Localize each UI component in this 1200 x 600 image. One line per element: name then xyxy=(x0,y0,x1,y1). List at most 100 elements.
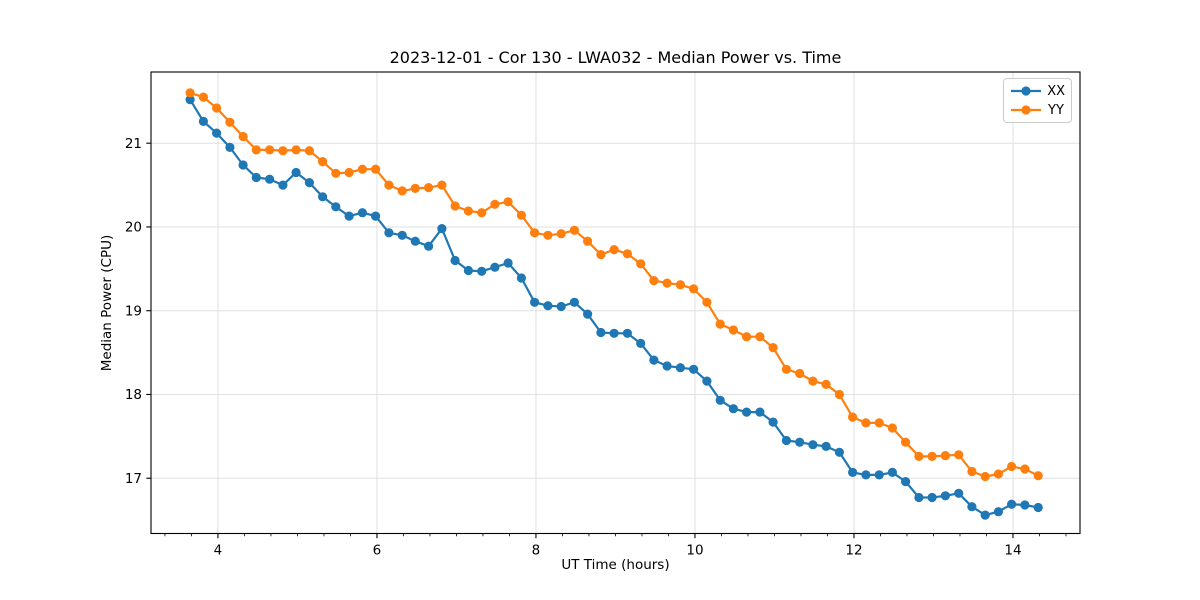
series-xx-marker xyxy=(569,297,580,307)
series-xx-marker xyxy=(702,376,712,386)
series-yy-marker xyxy=(1033,471,1043,481)
series-yy-marker xyxy=(940,451,951,461)
series-xx-marker xyxy=(251,172,261,183)
series-yy-marker xyxy=(477,208,487,218)
series-yy-marker xyxy=(238,131,248,142)
series-yy-marker xyxy=(556,229,566,239)
series-xx-marker xyxy=(490,262,500,272)
series-yy-marker xyxy=(304,146,314,156)
series-xx-marker xyxy=(715,395,725,405)
series-xx-marker xyxy=(331,202,341,212)
series-yy-marker xyxy=(887,423,898,433)
series-yy-marker xyxy=(848,412,858,422)
series-xx-marker xyxy=(583,309,593,319)
series-xx-marker xyxy=(861,470,871,480)
series-xx-marker xyxy=(662,361,672,371)
series-xx-marker xyxy=(424,241,434,251)
series-yy-marker xyxy=(424,183,434,193)
legend-xx-label: XX xyxy=(1047,83,1065,99)
series-xx-marker xyxy=(477,266,487,276)
series-yy-marker xyxy=(384,180,394,190)
series-yy-marker xyxy=(914,451,924,461)
series-xx-marker xyxy=(371,211,381,221)
series-yy-marker xyxy=(927,451,937,461)
series-xx-marker xyxy=(689,364,699,374)
series-xx-marker xyxy=(649,355,659,365)
series-yy-marker xyxy=(1007,461,1017,472)
series-xx-marker xyxy=(821,441,831,451)
series-yy-marker xyxy=(463,206,473,216)
y-axis-label: Median Power (CPU) xyxy=(99,234,115,372)
series-xx-marker xyxy=(212,128,222,138)
series-yy-marker xyxy=(185,88,195,98)
series-yy-marker xyxy=(675,280,686,290)
series-yy-marker xyxy=(530,228,540,238)
series-yy-marker xyxy=(344,167,354,178)
series-xx-marker xyxy=(278,180,288,190)
x-tick-label: 10 xyxy=(686,543,703,559)
series-yy-marker xyxy=(662,278,672,288)
series-xx-marker xyxy=(198,116,208,126)
series-xx-marker xyxy=(980,510,990,520)
series-yy-marker xyxy=(318,157,328,167)
series-xx-marker xyxy=(887,467,898,477)
y-tick-label: 17 xyxy=(125,471,142,487)
series-yy-line xyxy=(189,91,1039,478)
series-xx-marker xyxy=(967,502,977,512)
series-xx-marker xyxy=(463,265,473,276)
series-xx-marker xyxy=(728,404,739,414)
series-yy-marker xyxy=(490,199,500,209)
series-xx-marker xyxy=(848,467,858,477)
series-yy-marker xyxy=(278,146,288,156)
series-xx-marker xyxy=(185,95,195,105)
series-xx-marker xyxy=(397,230,407,240)
series-xx-marker xyxy=(556,301,566,312)
series-xx-marker xyxy=(808,440,818,450)
series-xx-marker xyxy=(954,488,964,498)
series-xx-marker xyxy=(304,178,314,188)
series-yy-marker xyxy=(516,210,527,220)
series-yy-marker xyxy=(821,379,831,389)
x-tick-label: 14 xyxy=(1004,543,1021,559)
series-xx-marker xyxy=(636,338,646,348)
y-tick-label: 21 xyxy=(125,136,142,152)
series-yy-marker xyxy=(755,332,765,342)
legend-yy-line-sample xyxy=(1011,105,1041,115)
series-yy-marker xyxy=(437,180,447,190)
series-yy-marker xyxy=(583,236,593,246)
series-xx-marker xyxy=(384,228,394,238)
series-yy-marker xyxy=(728,325,739,335)
x-tick-label: 4 xyxy=(214,543,223,559)
series-xx-marker xyxy=(927,492,937,503)
series-xx-marker xyxy=(755,407,765,417)
series-yy-marker xyxy=(702,297,712,307)
series-xx-marker xyxy=(543,301,553,311)
series-xx-marker xyxy=(225,142,235,152)
series-yy-marker xyxy=(1020,464,1030,474)
series-yy-marker xyxy=(503,197,513,207)
series-yy-marker xyxy=(410,183,420,193)
series-yy-marker xyxy=(397,186,407,196)
series-yy-marker xyxy=(331,168,341,178)
x-tick-label: 12 xyxy=(845,543,862,559)
series-xx-marker xyxy=(1033,502,1043,513)
series-yy-marker xyxy=(543,230,553,240)
series-yy-marker xyxy=(636,259,646,269)
series-xx-marker xyxy=(265,174,275,184)
legend-item-yy: YY xyxy=(1010,101,1065,119)
series-xx-marker xyxy=(609,328,619,338)
series-xx-marker xyxy=(768,417,778,427)
axes-frame xyxy=(150,71,1081,535)
series-yy-marker xyxy=(450,201,460,211)
chart-title: 2023-12-01 - Cor 130 - LWA032 - Median P… xyxy=(389,48,842,67)
series-yy-marker xyxy=(874,418,884,428)
series-yy-marker xyxy=(808,376,818,386)
series-xx-marker xyxy=(1020,500,1030,510)
series-xx-marker xyxy=(318,192,328,202)
x-tick-label: 6 xyxy=(373,543,382,559)
series-xx-marker xyxy=(530,297,540,307)
series-yy-marker xyxy=(980,471,990,482)
legend-yy-label: YY xyxy=(1048,102,1064,118)
series-yy-marker xyxy=(596,250,606,260)
